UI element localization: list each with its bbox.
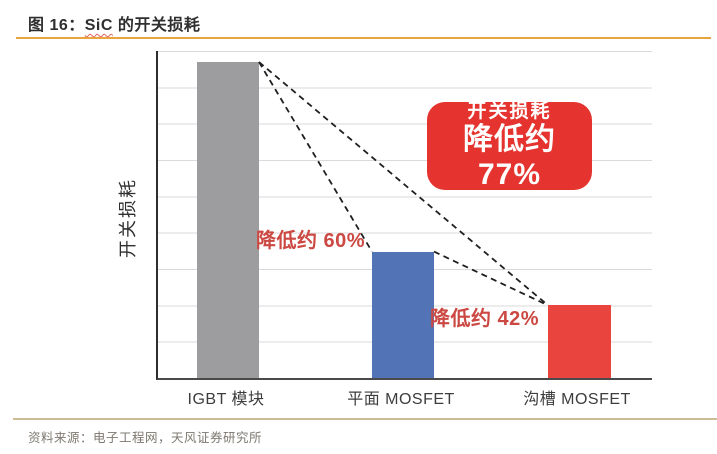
annotation-reduction-42pct: 降低约 42% <box>430 308 540 330</box>
badge-title: 开关损耗 <box>467 100 552 122</box>
reduction-line-60pct <box>258 61 373 253</box>
annotation-reduction-60pct: 降低约 60% <box>256 230 366 252</box>
source-note: 资料来源：电子工程网，天风证券研究所 <box>28 431 263 445</box>
figure-title-suffix: 的开关损耗 <box>112 17 201 34</box>
plot-area <box>156 51 652 380</box>
bar-planar-mosfet <box>372 251 434 378</box>
badge-value: 降低约 77% <box>463 123 556 191</box>
x-label-trench-mosfet: 沟槽 MOSFET <box>523 391 631 408</box>
figure-title: 图 16：SiC 的开关损耗 <box>28 11 200 35</box>
footer-divider <box>13 418 717 420</box>
x-label-planar-mosfet: 平面 MOSFET <box>347 391 455 408</box>
figure-title-term: SiC <box>84 17 113 34</box>
bar-igbt-module <box>197 62 259 378</box>
bar-trench-mosfet <box>548 305 611 378</box>
reduction-line-42pct <box>433 250 549 307</box>
reduction-dashed-lines <box>258 61 549 307</box>
title-divider <box>16 37 711 39</box>
y-axis-label: 开关损耗 <box>118 178 138 258</box>
figure-number: 图 16： <box>28 17 85 34</box>
badge-reduction-77pct: 开关损耗 降低约 77% <box>427 100 592 191</box>
x-label-igbt-module: IGBT 模块 <box>187 391 265 408</box>
